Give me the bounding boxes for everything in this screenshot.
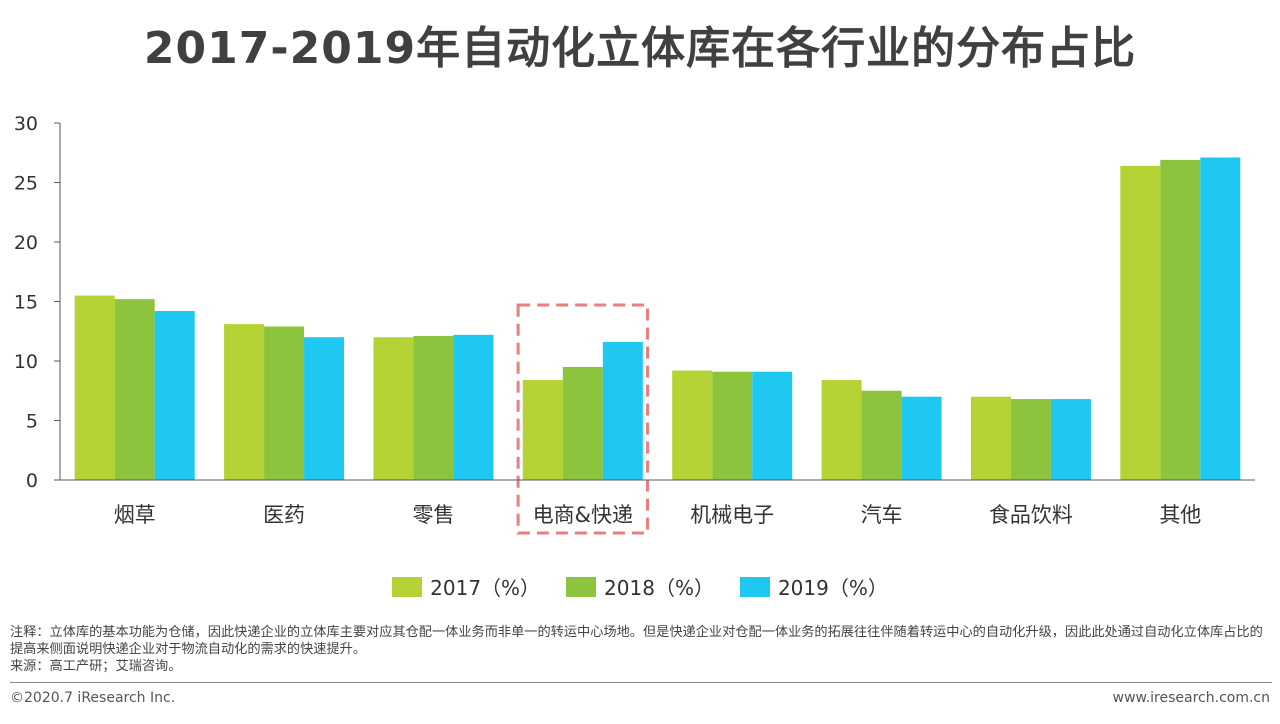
x-category-label: 烟草 (114, 503, 156, 527)
bar-2019 (1050, 399, 1091, 480)
x-category-label: 机械电子 (690, 503, 774, 527)
x-category-label: 汽车 (861, 503, 903, 527)
bar-2018 (413, 336, 454, 480)
y-tick-label: 15 (14, 292, 38, 314)
bar-2019 (154, 311, 195, 480)
y-tick-label: 10 (14, 351, 38, 373)
bar-chart: 0 5 10 15 20 25 30 烟草 医药 零售 电商&快递 机械电子 汽车 食品饮料 其他 (14, 113, 1255, 535)
bar-2017 (373, 337, 414, 480)
chart-title: 2017-2019年自动化立体库在各行业的分布占比 (143, 23, 1137, 74)
bar-2017 (522, 380, 563, 480)
x-category-label: 电商&快递 (533, 503, 633, 527)
highlight-box (516, 303, 649, 535)
y-tick-label: 0 (26, 470, 38, 492)
y-tick-label: 25 (14, 173, 38, 195)
legend-item-2018: 2018（%） (566, 572, 714, 601)
bar-2018 (114, 299, 155, 480)
bar-2019 (304, 337, 345, 480)
bar-2019 (453, 334, 494, 480)
bar-2019 (602, 341, 643, 480)
bar-2017 (821, 380, 862, 480)
x-category-label: 其他 (1159, 503, 1201, 527)
y-tick-label: 5 (26, 411, 38, 433)
bar-2019 (901, 396, 942, 480)
x-category-label: 食品饮料 (989, 503, 1073, 527)
bar-2019 (752, 371, 793, 480)
legend-label-2017: 2017（%） (430, 576, 541, 600)
footer-website[interactable]: www.iresearch.com.cn (1112, 690, 1270, 706)
x-category-label: 零售 (412, 503, 454, 527)
y-tick-label: 20 (14, 232, 38, 254)
legend-swatch-2018 (566, 576, 597, 597)
bar-2017 (74, 295, 115, 480)
legend-item-2019: 2019（%） (739, 572, 888, 601)
footer-divider (10, 682, 1272, 683)
legend-swatch-2017 (392, 576, 423, 597)
bar-2018 (264, 326, 305, 480)
bar-2018 (1010, 399, 1051, 480)
bar-2018 (562, 366, 603, 480)
footer-copyright: ©2020.7 iResearch Inc. (10, 690, 176, 706)
legend-item-2017: 2017（%） (392, 572, 540, 601)
bar-2017 (224, 324, 265, 480)
legend-label-2019: 2019（%） (777, 576, 888, 600)
source-text: 来源：高工产研；艾瑞咨询。 (10, 659, 182, 674)
bar-2017 (970, 396, 1011, 480)
legend-swatch-2019 (739, 576, 770, 597)
bar-2018 (1160, 159, 1201, 480)
legend-label-2018: 2018（%） (604, 576, 714, 600)
chart-note: 注释：立体库的基本功能为仓储，因此快递企业的立体库主要对应其仓配一体业务而非单一… (10, 624, 1272, 675)
note-text: 注释：立体库的基本功能为仓储，因此快递企业的立体库主要对应其仓配一体业务而非单一… (10, 625, 1263, 657)
bar-2017 (672, 370, 713, 480)
bar-2019 (1200, 157, 1241, 480)
bar-2018 (712, 371, 753, 480)
bar-2017 (1120, 165, 1161, 480)
y-tick-label: 30 (14, 113, 38, 135)
chart-legend: 2017（%） 2018（%） 2019（%） (0, 572, 1280, 601)
x-category-label: 医药 (263, 503, 305, 527)
bar-2018 (861, 390, 902, 480)
